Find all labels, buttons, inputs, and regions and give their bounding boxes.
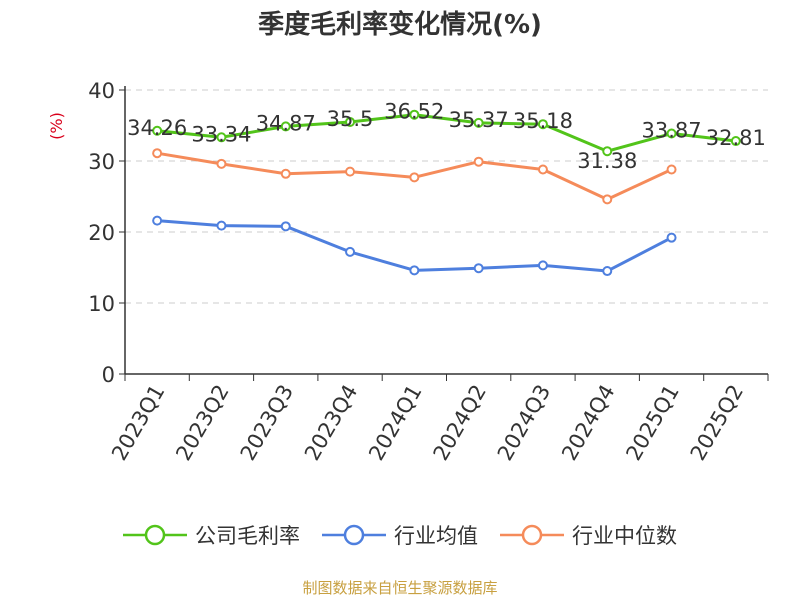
data-label: 35.5: [327, 107, 374, 131]
chart-title: 季度毛利率变化情况(%): [258, 10, 542, 40]
legend-swatch: [500, 524, 564, 546]
data-point: [409, 109, 420, 120]
data-point: [345, 116, 356, 127]
legend-swatch: [123, 524, 187, 546]
data-label: 35.37: [449, 108, 509, 132]
legend-item[interactable]: 行业中位数: [500, 520, 677, 550]
y-tick-label: 40: [88, 79, 115, 103]
legend-item[interactable]: 行业均值: [322, 520, 478, 550]
data-point: [409, 265, 420, 276]
data-point: [602, 266, 613, 277]
data-point: [345, 166, 356, 177]
data-point: [280, 168, 291, 179]
data-point: [602, 146, 613, 157]
data-point: [345, 246, 356, 257]
data-point: [216, 132, 227, 143]
data-label: 33.34: [191, 122, 251, 146]
y-tick-label: 0: [102, 363, 115, 387]
data-label: 35.18: [513, 109, 573, 133]
legend-label: 行业中位数: [572, 524, 677, 548]
legend: 公司毛利率 行业均值 行业中位数: [0, 520, 800, 550]
data-label: 34.87: [256, 111, 316, 135]
data-point: [152, 148, 163, 159]
x-tick-label: 2023Q4: [300, 381, 362, 465]
data-label: 36.52: [384, 100, 444, 124]
source-note: 制图数据来自恒生聚源数据库: [302, 579, 498, 597]
series-line: [156, 113, 737, 153]
x-tick-label: 2024Q2: [429, 381, 491, 465]
x-tick-label: 2025Q2: [686, 381, 748, 465]
data-point: [409, 172, 420, 183]
data-point: [216, 220, 227, 231]
data-point: [537, 164, 548, 175]
data-point: [280, 221, 291, 232]
x-tick-label: 2023Q3: [236, 381, 298, 465]
data-label: 34.26: [127, 116, 187, 140]
legend-swatch: [322, 524, 386, 546]
data-point: [152, 215, 163, 226]
series-line: [157, 219, 673, 273]
data-point: [280, 121, 291, 132]
x-tick-label: 2024Q1: [364, 381, 426, 465]
data-point: [537, 260, 548, 271]
data-point: [666, 232, 677, 243]
data-point: [152, 125, 163, 136]
data-label: 31.38: [577, 149, 637, 173]
data-point: [473, 156, 484, 167]
legend-label: 公司毛利率: [195, 524, 300, 548]
x-tick-label: 2024Q3: [493, 381, 555, 465]
x-tick-label: 2023Q1: [107, 381, 169, 465]
data-point: [602, 194, 613, 205]
data-label: 33.87: [641, 119, 701, 143]
legend-label: 行业均值: [394, 524, 478, 548]
x-tick-label: 2024Q4: [557, 381, 619, 465]
y-tick-label: 30: [88, 150, 115, 174]
data-point: [730, 136, 741, 147]
data-point: [666, 128, 677, 139]
x-tick-label: 2025Q1: [621, 381, 683, 465]
data-point: [537, 119, 548, 130]
data-point: [666, 164, 677, 175]
y-tick-label: 10: [88, 292, 115, 316]
legend-item[interactable]: 公司毛利率: [123, 520, 300, 550]
data-point: [216, 158, 227, 169]
y-tick-label: 20: [88, 221, 115, 245]
data-label: 32.81: [706, 126, 766, 150]
data-point: [473, 117, 484, 128]
data-point: [473, 263, 484, 274]
x-tick-label: 2023Q2: [171, 381, 233, 465]
y-axis-label: (%): [47, 112, 66, 140]
